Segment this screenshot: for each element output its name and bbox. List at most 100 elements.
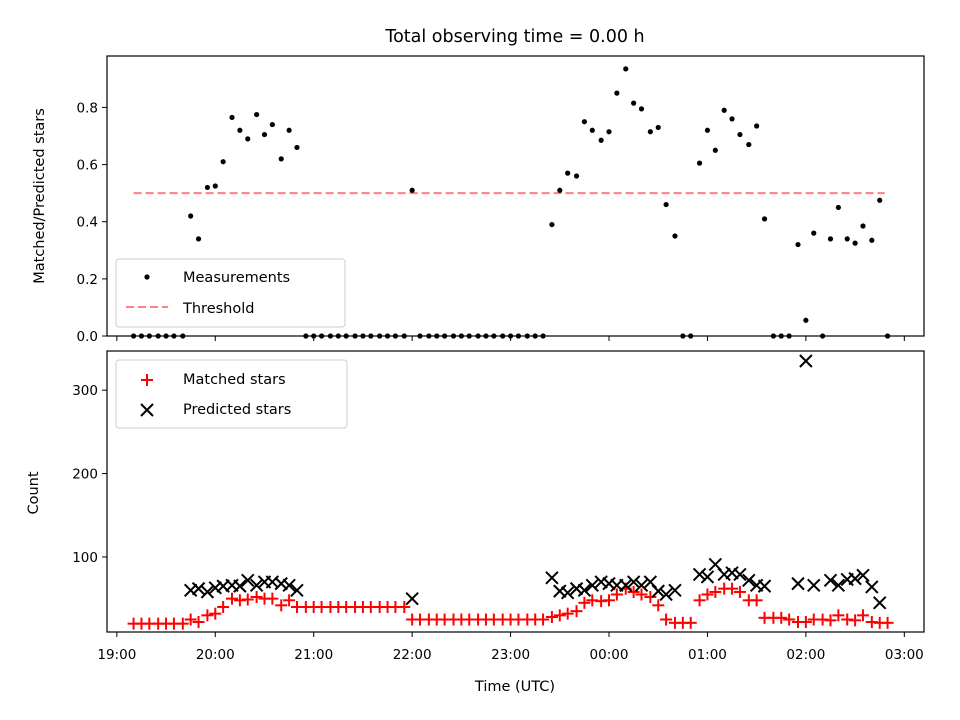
x-tick-label: 21:00 <box>294 647 333 663</box>
predicted-star-point <box>692 567 707 582</box>
predicted-star-stroke <box>659 587 673 602</box>
matched-star-point <box>799 615 812 628</box>
measurement-point <box>860 223 866 229</box>
matched-star-point <box>176 617 189 630</box>
matched-star-point <box>610 588 623 601</box>
predicted-star-stroke <box>717 567 731 582</box>
top-legend-box <box>115 258 346 328</box>
predicted-star-point <box>865 580 879 594</box>
predicted-star-stroke <box>233 579 247 593</box>
predicted-star-stroke <box>553 584 567 598</box>
predicted-star-point <box>668 583 682 598</box>
predicted-star-stroke <box>560 586 575 600</box>
predicted-star-point <box>831 578 846 593</box>
x-tick-label: 02:00 <box>786 647 825 663</box>
matched-star-point <box>693 594 706 607</box>
predicted-star-stroke <box>700 570 715 584</box>
bottom-y-axis-label: Count <box>26 471 42 514</box>
x-axis: 19:00 20:00 21:00 22:00 23:00 00:00 01:00 02:00… <box>97 336 924 663</box>
matched-star-point <box>881 616 894 629</box>
predicted-star-point <box>577 583 592 598</box>
matched-star-point <box>226 592 239 605</box>
measurement-point <box>672 233 678 239</box>
predicted-star-point <box>560 586 575 600</box>
legend-predicted-label: Predicted stars <box>183 402 291 418</box>
bottom-ticks: 100 200 300 <box>72 383 107 566</box>
predicted-star-stroke <box>757 579 772 593</box>
matched-star-point <box>603 594 616 607</box>
predicted-star-point <box>626 575 641 589</box>
predicted-star-point <box>208 581 222 595</box>
predicted-star-stroke <box>216 579 230 593</box>
x-tick-label: 03:00 <box>885 647 924 663</box>
matched-star-point <box>266 592 279 605</box>
matched-star-point <box>184 613 197 626</box>
predicted-star-point <box>569 581 584 596</box>
x-tick-label: 19:00 <box>97 647 136 663</box>
predicted-star-stroke <box>577 583 592 598</box>
predicted-star-stroke <box>872 596 887 610</box>
measurement-point <box>761 216 768 222</box>
predicted-star-point <box>659 587 673 602</box>
predicted-star-point <box>282 578 296 593</box>
measurement-point <box>269 121 275 128</box>
predicted-star-point <box>856 568 870 583</box>
matched-star-point <box>783 613 796 626</box>
measurement-point <box>869 237 875 243</box>
measurement-point <box>229 114 235 121</box>
matched-star-point <box>750 594 763 607</box>
legend-matched-label: Matched stars <box>183 372 286 388</box>
predicted-star-stroke <box>619 578 633 593</box>
bottom-y-tick-label: 100 <box>72 550 98 566</box>
measurement-point <box>195 236 202 242</box>
predicted-star-stroke <box>569 581 584 596</box>
matched-star-point <box>726 582 739 595</box>
top-panel: 0.00.20.40.60.8 Matched/Predicted stars … <box>32 55 925 345</box>
measurement-point <box>294 144 300 151</box>
measurement-point <box>877 197 883 203</box>
predicted-star-point <box>585 578 599 593</box>
matched-star-point <box>709 585 722 598</box>
top-y-tick-label: 0.2 <box>77 272 98 288</box>
measurement-point <box>409 187 415 193</box>
matched-star-point <box>775 611 788 624</box>
bottom-series <box>127 354 894 630</box>
matched-star-point <box>192 615 205 628</box>
bottom-legend-box <box>115 359 348 429</box>
matched-star-point <box>824 614 837 627</box>
predicted-star-point <box>183 583 198 598</box>
measurement-point <box>721 107 727 113</box>
legend-threshold-label: Threshold <box>182 301 254 317</box>
measurement-point <box>598 137 604 143</box>
measurement-point <box>704 127 711 133</box>
measurement-point <box>795 241 801 248</box>
predicted-star-point <box>545 571 559 585</box>
predicted-star-point <box>823 573 838 588</box>
predicted-star-stroke <box>241 573 255 588</box>
chart-title: Total observing time = 0.00 h <box>384 27 644 47</box>
predicted-star-point <box>725 566 739 580</box>
predicted-star-point <box>634 578 649 593</box>
measurement-point <box>663 201 669 208</box>
measurement-point <box>638 106 645 112</box>
predicted-star-stroke <box>602 576 616 591</box>
predicted-star-stroke <box>733 567 747 582</box>
predicted-star-point <box>733 567 747 582</box>
predicted-star-point <box>602 576 616 591</box>
predicted-star-stroke <box>725 566 739 580</box>
predicted-star-stroke <box>405 591 419 606</box>
predicted-star-point <box>700 570 715 584</box>
predicted-star-point <box>791 576 805 591</box>
predicted-star-point <box>405 591 419 606</box>
measurement-point <box>565 170 571 176</box>
measurement-point <box>204 184 211 191</box>
predicted-star-point <box>757 579 772 593</box>
predicted-star-point <box>619 578 633 593</box>
matched-star-point <box>241 593 254 606</box>
predicted-star-point <box>848 571 862 586</box>
top-axes-frame <box>106 55 925 337</box>
measurement-point <box>573 173 580 179</box>
predicted-star-stroke <box>865 580 879 594</box>
matched-star-point <box>545 610 558 623</box>
